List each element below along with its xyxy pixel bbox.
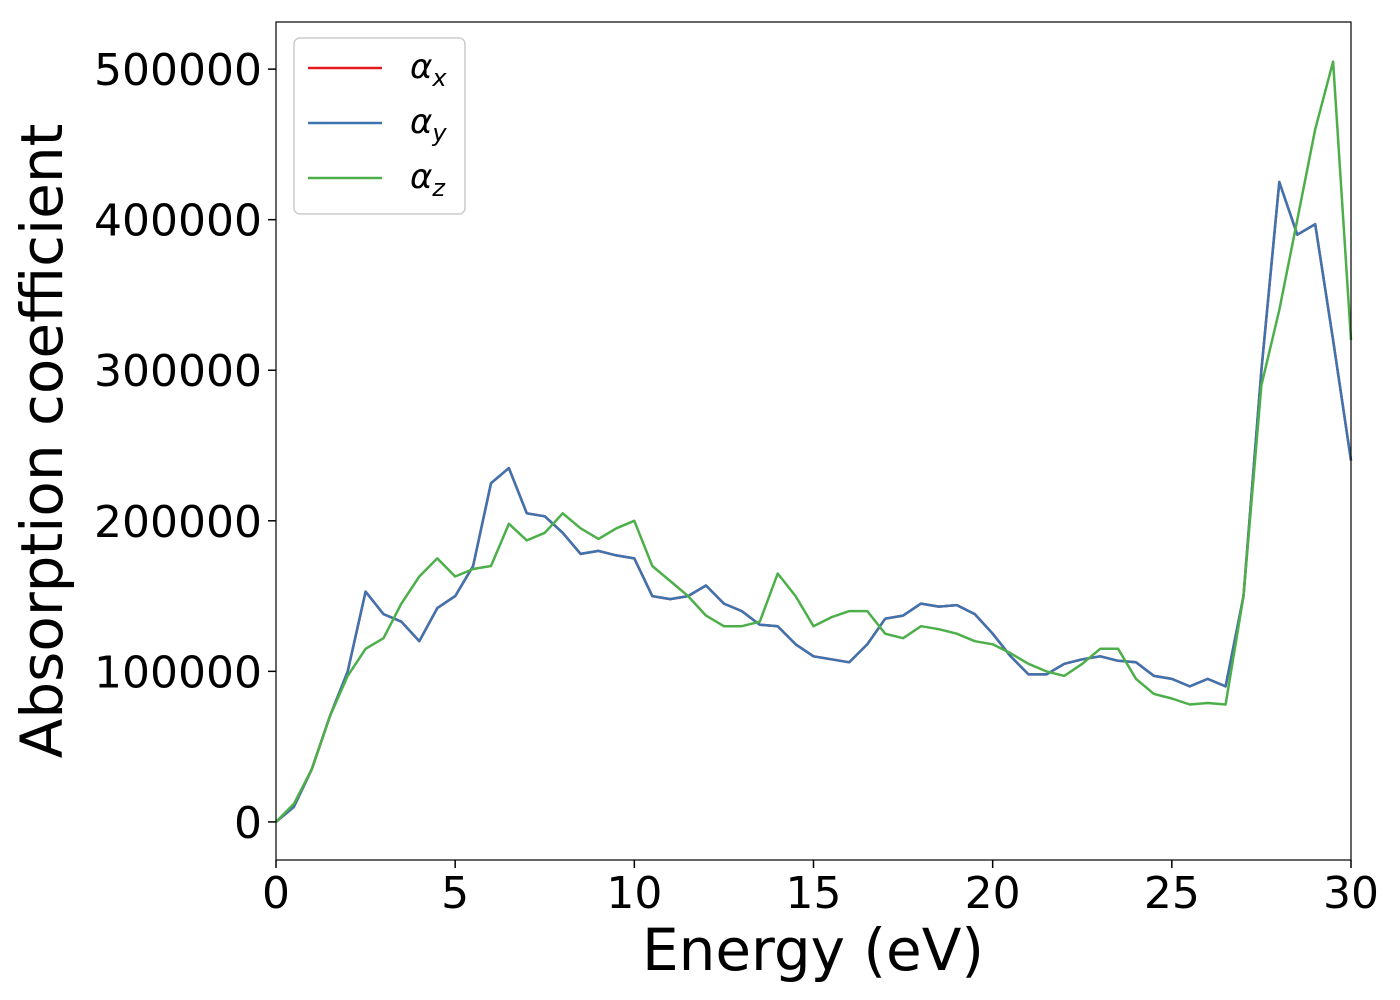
x-tick-label: 30: [1323, 868, 1379, 919]
y-tick-label: 400000: [94, 196, 262, 247]
legend-label: αz: [410, 157, 446, 202]
legend-label: αy: [410, 102, 447, 147]
series-line: [275, 180, 1353, 823]
x-tick-label: 15: [786, 868, 842, 919]
x-tick-label: 20: [965, 868, 1021, 919]
x-tick-label: 10: [606, 868, 662, 919]
x-axis-label: Energy (eV): [642, 916, 984, 984]
legend-label: αx: [410, 47, 447, 92]
y-tick-label: 100000: [94, 647, 262, 698]
series-line: [275, 60, 1353, 823]
y-tick-label: 500000: [94, 45, 262, 96]
x-tick-label: 5: [441, 868, 469, 919]
x-tick-label: 25: [1144, 868, 1200, 919]
x-tick-label: 0: [262, 868, 290, 919]
y-axis-label: Absorption coefficient: [8, 124, 76, 759]
y-tick-label: 300000: [94, 346, 262, 397]
series-line: [275, 180, 1353, 823]
y-tick-label: 200000: [94, 497, 262, 548]
plot-frame: [275, 21, 1352, 861]
y-tick-label: 0: [234, 798, 262, 849]
legend-box: [293, 37, 466, 215]
